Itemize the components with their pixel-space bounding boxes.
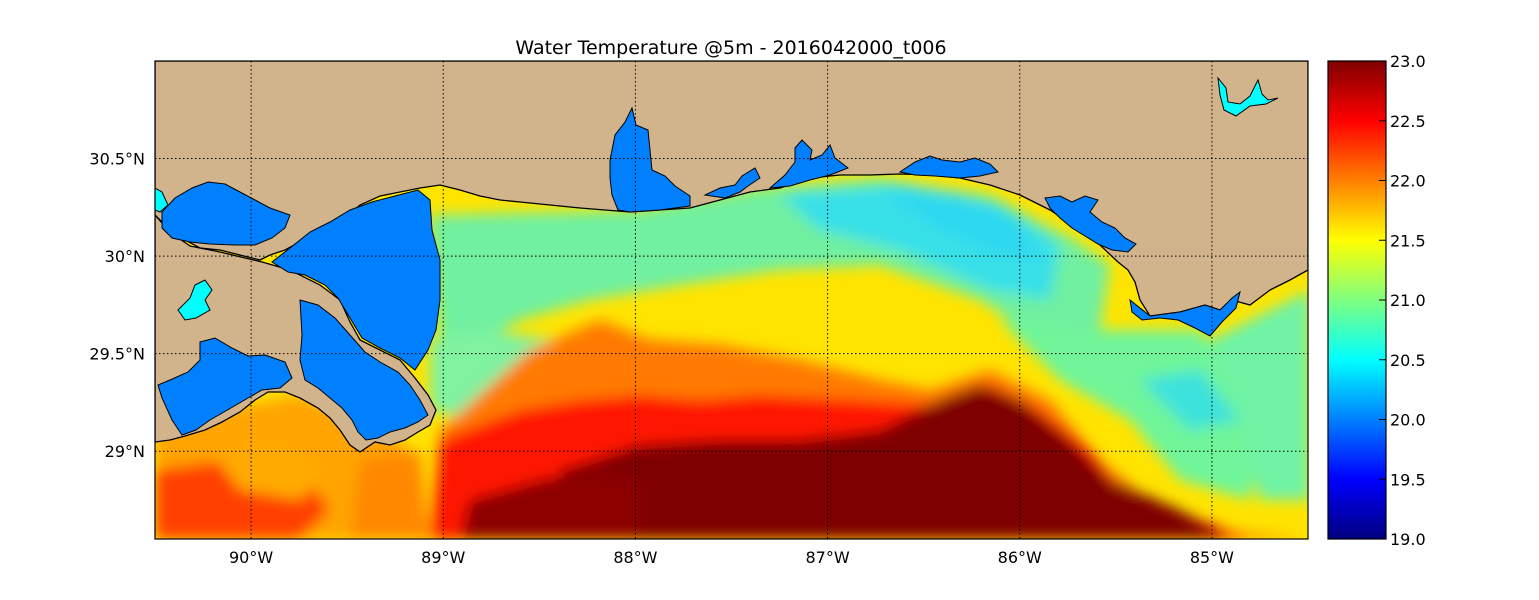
longitude-tick-labels: 90°W 89°W 88°W 87°W 86°W 85°W bbox=[229, 548, 1234, 567]
st-andrew-bay bbox=[898, 155, 999, 179]
colorbar bbox=[1327, 60, 1387, 540]
colorbar-label: 21.0 bbox=[1390, 291, 1426, 310]
choctawhatchee-bay bbox=[768, 139, 850, 189]
colorbar-label: 22.5 bbox=[1390, 112, 1426, 131]
longitude-label: 86°W bbox=[998, 548, 1042, 567]
latitude-label: 30°N bbox=[105, 247, 145, 266]
map-title: Water Temperature @5m - 2016042000_t006 bbox=[515, 37, 946, 59]
lake-borgne bbox=[271, 189, 441, 371]
latitude-label: 29°N bbox=[105, 442, 145, 461]
longitude-label: 88°W bbox=[613, 548, 657, 567]
colorbar-label: 19.0 bbox=[1390, 530, 1426, 549]
longitude-label: 90°W bbox=[229, 548, 273, 567]
colorbar-label: 22.0 bbox=[1390, 172, 1426, 191]
lake-seminole bbox=[1217, 76, 1279, 117]
map-area bbox=[155, 61, 1308, 539]
latitude-label: 29.5°N bbox=[89, 345, 145, 364]
inland-lake-west bbox=[155, 187, 169, 213]
longitude-label: 87°W bbox=[805, 548, 849, 567]
longitude-label: 89°W bbox=[421, 548, 465, 567]
latitude-label: 30.5°N bbox=[89, 150, 145, 169]
longitude-label: 85°W bbox=[1190, 548, 1234, 567]
barataria-bay bbox=[157, 337, 293, 436]
pensacola-bay bbox=[703, 167, 761, 199]
map-frame bbox=[154, 60, 1309, 540]
colorbar-label: 20.0 bbox=[1390, 411, 1426, 430]
graticule bbox=[155, 61, 1308, 539]
inland-lake-cyan bbox=[177, 279, 213, 321]
latitude-tick-labels: 30.5°N 30°N 29.5°N 29°N bbox=[89, 150, 145, 462]
lake-pontchartrain bbox=[161, 181, 291, 246]
delta-channel bbox=[299, 299, 429, 441]
colorbar-label: 20.5 bbox=[1390, 351, 1426, 370]
mobile-bay bbox=[609, 106, 691, 213]
colorbar-label: 23.0 bbox=[1390, 52, 1426, 71]
apalachicola-bay bbox=[1044, 195, 1137, 253]
colorbar-label: 21.5 bbox=[1390, 231, 1426, 250]
colorbar-label: 19.5 bbox=[1390, 470, 1426, 489]
apalachee-bay bbox=[1129, 290, 1241, 337]
colorbar-tick-labels: 19.0 19.5 20.0 20.5 21.0 21.5 22.0 22.5 23.0 bbox=[1379, 52, 1426, 549]
